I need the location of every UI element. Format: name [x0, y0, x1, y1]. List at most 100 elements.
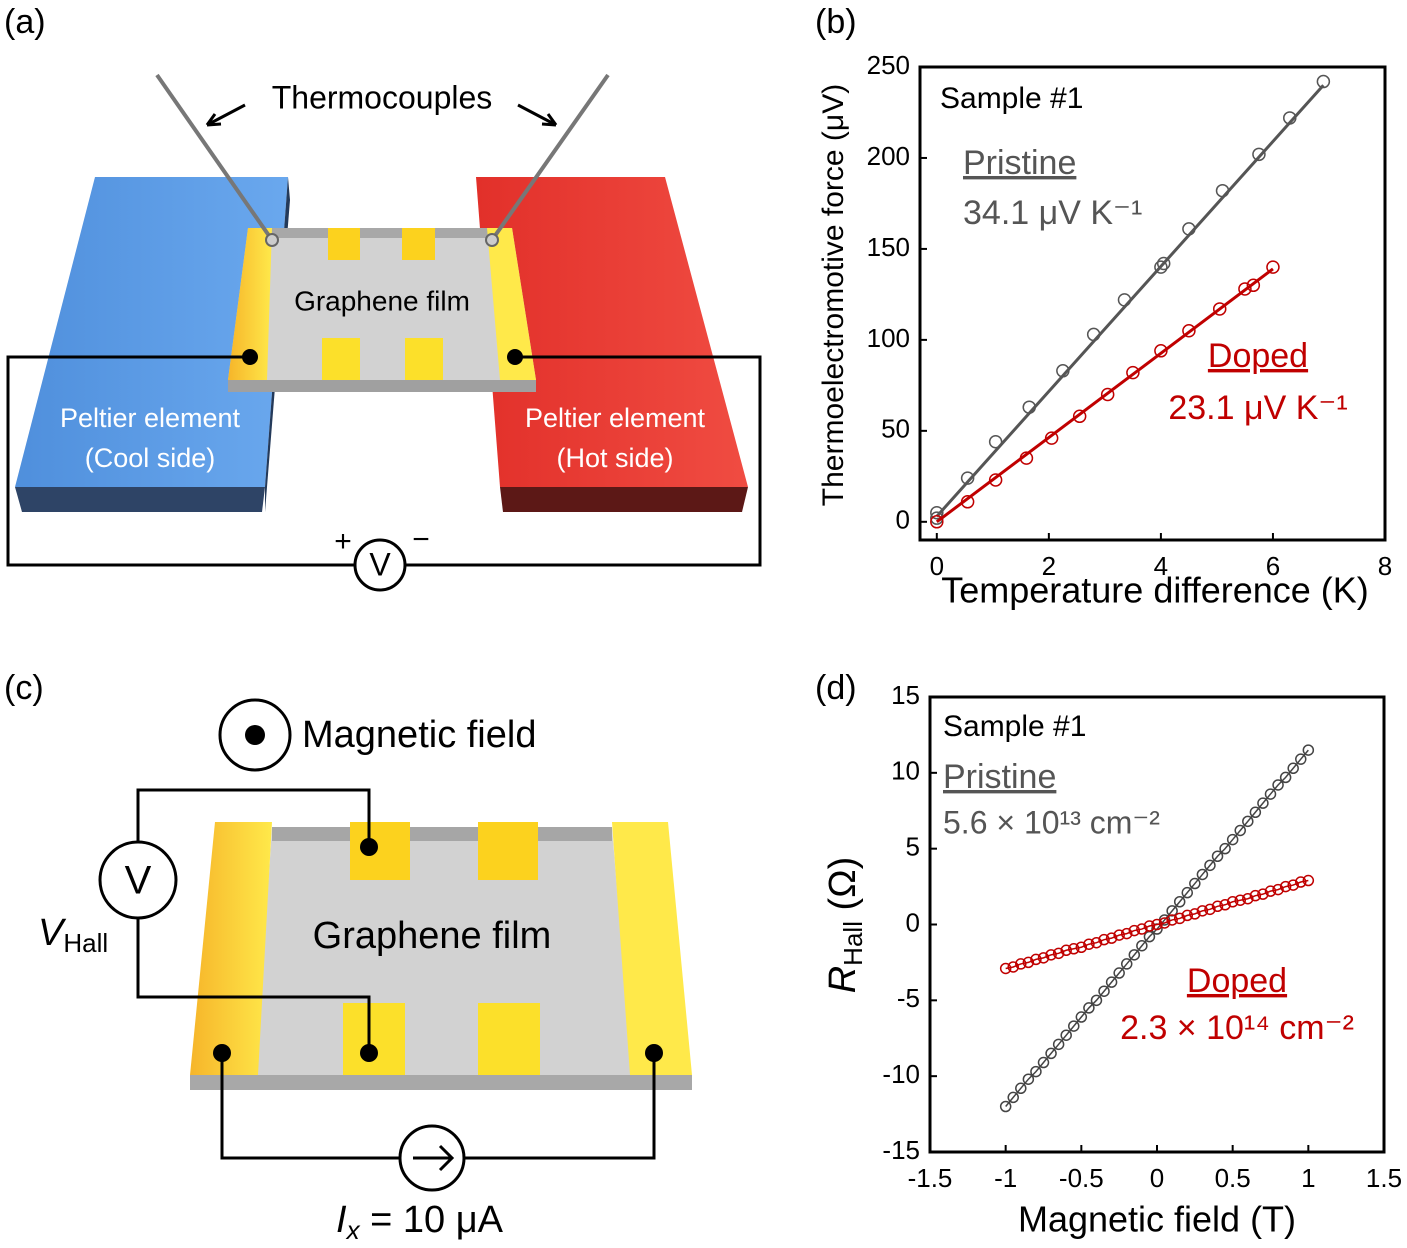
data-point: [1173, 912, 1186, 925]
data-point: [1272, 883, 1284, 896]
data-point: [1316, 74, 1331, 89]
label: Graphene film: [313, 915, 552, 957]
data-point: [1302, 744, 1315, 756]
diagram-a: (a) Thermocouples Graphene film Peltier …: [4, 3, 762, 592]
data-point: [1056, 364, 1070, 378]
y-tick-label: 50: [881, 414, 910, 444]
data-point: [1287, 762, 1299, 775]
y-axis-label: RHall (Ω): [822, 857, 868, 994]
data-point: [1151, 918, 1163, 931]
data-point: [1226, 896, 1239, 908]
annotation: Doped: [1187, 962, 1287, 1000]
label: Magnetic field: [302, 714, 536, 756]
pad: [343, 1003, 405, 1075]
x-tick-label: 1: [1301, 1163, 1315, 1193]
data-point: [1045, 949, 1057, 961]
panel-label: (a): [4, 3, 46, 41]
annotation: Pristine: [943, 758, 1056, 796]
label: +: [334, 525, 352, 558]
x-tick-label: -0.5: [1059, 1163, 1104, 1193]
circuit-wire: [136, 788, 371, 1053]
data-point: [1266, 260, 1280, 274]
y-tick-label: -10: [882, 1059, 920, 1089]
pad: [478, 822, 538, 880]
contact: [360, 1044, 378, 1062]
data-point: [1295, 753, 1307, 765]
data-point: [1234, 894, 1246, 906]
data-point: [1113, 929, 1125, 941]
y-tick-label: 200: [867, 141, 910, 171]
data-point: [1045, 1047, 1057, 1060]
x-tick-label: 8: [1378, 551, 1392, 581]
thermocouple-bead: [485, 233, 499, 247]
data-point: [1196, 905, 1209, 917]
annotation: Pristine: [963, 144, 1076, 182]
data-point: [1022, 400, 1036, 414]
annotation: 2.3 × 10¹⁴ cm⁻²: [1120, 1009, 1354, 1047]
label: Thermocouples: [272, 79, 493, 115]
y-tick-label: 15: [891, 680, 920, 710]
data-point: [1302, 874, 1315, 887]
data-point: [1075, 1011, 1088, 1023]
data-point: [1120, 958, 1133, 970]
electrode: [190, 822, 272, 1075]
electrode: [487, 228, 536, 380]
data-point: [1287, 879, 1299, 891]
data-point: [1166, 914, 1178, 926]
data-point: [930, 505, 944, 520]
data-point: [1212, 302, 1227, 316]
data-point: [1113, 967, 1125, 979]
current-label: Ix = 10 μA: [336, 1199, 504, 1245]
peltier-cool-front: [15, 487, 265, 512]
annotation: 5.6 × 10¹³ cm⁻²: [943, 804, 1160, 840]
voltmeter: [353, 538, 407, 592]
data-point: [1242, 815, 1254, 828]
annotation: Doped: [1208, 337, 1308, 375]
data-point: [1181, 886, 1194, 899]
data-point: [1007, 1091, 1019, 1104]
thermocouple-bead: [265, 233, 279, 247]
label: Peltier element: [525, 403, 706, 433]
data-point: [1075, 941, 1088, 953]
symbol: I: [336, 1199, 347, 1241]
data-point: [1279, 771, 1292, 784]
data-point: [1100, 387, 1115, 402]
graphene-film: [228, 228, 536, 380]
data-point: [1019, 451, 1034, 465]
y-tick-label: 0: [896, 505, 910, 535]
peltier-hot-front: [500, 487, 748, 512]
pad: [328, 228, 360, 260]
data-point: [1204, 903, 1216, 916]
contact: [645, 1044, 663, 1062]
meter-label: V: [125, 859, 152, 903]
data-point: [1189, 908, 1201, 920]
y-tick-label: -5: [897, 983, 920, 1013]
data-point: [1136, 923, 1148, 935]
data-point: [1037, 1056, 1050, 1069]
pad: [402, 228, 435, 260]
data-point: [1234, 824, 1246, 837]
data-point: [999, 962, 1012, 975]
data-point: [1105, 976, 1118, 988]
data-point: [1037, 952, 1050, 964]
arrow: [205, 103, 246, 127]
data-point: [1295, 876, 1307, 888]
y-tick-label: 5: [906, 832, 920, 862]
subscript: Hall: [838, 921, 868, 966]
annotation: 23.1 μV K⁻¹: [1168, 389, 1347, 427]
electrode: [612, 822, 692, 1075]
meter-label: V: [369, 546, 391, 582]
data-point: [1242, 892, 1254, 905]
data-point: [1068, 1020, 1080, 1032]
panel-label: (b): [815, 3, 857, 41]
film-edge: [190, 1075, 692, 1090]
contact: [213, 1044, 231, 1062]
contact: [242, 349, 258, 365]
data-point: [1136, 939, 1148, 952]
data-point: [1126, 365, 1140, 380]
symbol: R: [822, 966, 864, 993]
data-point: [1030, 1065, 1042, 1078]
y-tick-label: -15: [882, 1135, 920, 1165]
data-point: [1090, 936, 1103, 949]
